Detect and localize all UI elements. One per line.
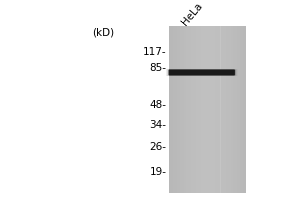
Bar	[184, 26, 185, 193]
Bar	[223, 26, 224, 193]
Text: 117-: 117-	[143, 47, 166, 57]
Bar	[178, 26, 180, 193]
Bar	[190, 26, 191, 193]
Bar	[169, 70, 234, 75]
Bar	[197, 26, 199, 193]
Bar	[237, 26, 238, 193]
Bar	[218, 26, 219, 193]
Bar	[220, 26, 222, 193]
Bar	[228, 26, 230, 193]
Bar	[203, 26, 204, 193]
Bar	[222, 26, 223, 193]
Bar	[241, 26, 242, 193]
Bar	[171, 26, 172, 193]
Text: (kD): (kD)	[92, 28, 114, 38]
Bar	[199, 26, 200, 193]
Bar	[205, 26, 206, 193]
Bar	[189, 26, 190, 193]
Bar	[201, 26, 203, 193]
Bar	[191, 26, 193, 193]
Bar	[232, 26, 233, 193]
Bar	[231, 26, 232, 193]
Bar	[219, 26, 220, 193]
Bar	[185, 26, 186, 193]
Text: 48-: 48-	[149, 100, 167, 110]
Bar	[214, 26, 215, 193]
Bar	[208, 26, 209, 193]
Bar	[243, 26, 245, 193]
Bar	[196, 26, 198, 193]
Bar	[217, 26, 218, 193]
Bar	[182, 26, 184, 193]
Text: 34-: 34-	[149, 120, 167, 130]
Bar	[177, 26, 178, 193]
Bar	[168, 70, 236, 75]
Bar	[173, 26, 175, 193]
Bar	[180, 26, 181, 193]
Bar	[167, 69, 236, 76]
Bar	[206, 26, 208, 193]
Bar	[230, 26, 231, 193]
Bar	[233, 26, 235, 193]
Text: 26-: 26-	[149, 142, 167, 152]
Bar	[242, 26, 244, 193]
FancyBboxPatch shape	[169, 69, 235, 76]
Bar	[181, 26, 182, 193]
Bar	[175, 26, 176, 193]
Bar	[226, 26, 227, 193]
Text: HeLa: HeLa	[180, 1, 204, 28]
Bar	[235, 26, 236, 193]
Bar	[227, 26, 228, 193]
Bar	[238, 26, 240, 193]
Bar	[169, 70, 235, 75]
Bar	[193, 26, 194, 193]
Bar	[215, 26, 217, 193]
Bar	[209, 26, 210, 193]
Bar	[212, 26, 213, 193]
Bar	[169, 26, 171, 193]
Bar	[167, 69, 237, 76]
Bar	[224, 26, 226, 193]
Bar	[176, 26, 177, 193]
Bar	[213, 26, 214, 193]
Bar	[236, 26, 237, 193]
Text: 19-: 19-	[149, 167, 167, 177]
Bar	[166, 69, 238, 76]
Bar	[210, 26, 211, 193]
Bar	[200, 26, 201, 193]
Bar	[169, 26, 246, 193]
Bar	[195, 26, 196, 193]
Bar	[172, 26, 173, 193]
Bar	[194, 26, 195, 193]
Bar	[204, 26, 205, 193]
Bar	[245, 26, 246, 193]
Bar	[187, 26, 189, 193]
Bar	[240, 26, 241, 193]
Text: 85-: 85-	[149, 63, 167, 73]
Bar	[186, 26, 187, 193]
